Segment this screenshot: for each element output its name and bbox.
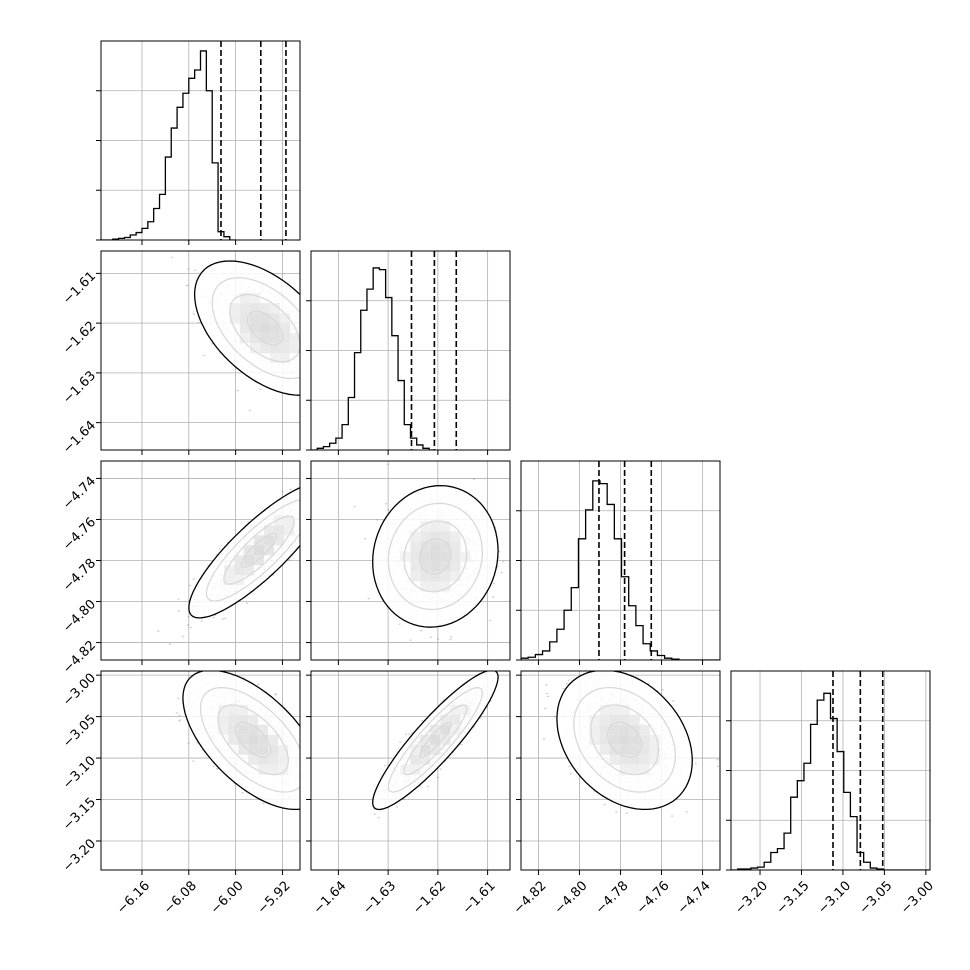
axes-frame xyxy=(100,250,301,451)
y-tick-label: −1.64 xyxy=(60,418,99,457)
x-tick-label: −6.00 xyxy=(208,878,247,917)
scatter-panel-p0-p2 xyxy=(101,461,300,660)
x-tick-label: −6.08 xyxy=(161,878,200,917)
x-tick-label: −4.76 xyxy=(634,878,673,917)
contour-line xyxy=(182,671,300,811)
x-tick-label: −4.80 xyxy=(552,878,591,917)
y-tick-label: −4.74 xyxy=(60,474,99,513)
x-tick-label: −5.92 xyxy=(255,878,294,917)
x-tick-label: −3.20 xyxy=(732,878,771,917)
hist-panel-p3 xyxy=(731,671,930,870)
x-tick-label: −4.82 xyxy=(511,878,550,917)
contour-line xyxy=(372,671,499,811)
contour-line xyxy=(372,484,499,628)
hist-panel-p0 xyxy=(101,41,300,240)
scatter-panel-p0-p1 xyxy=(101,251,300,450)
histogram-step xyxy=(521,480,720,660)
x-tick-label: −6.16 xyxy=(114,878,153,917)
y-tick-label: −1.61 xyxy=(60,269,99,308)
x-tick-label: −1.64 xyxy=(311,878,350,917)
histogram-step xyxy=(731,692,930,870)
x-tick-label: −1.62 xyxy=(410,878,449,917)
y-tick-label: −1.62 xyxy=(60,319,99,358)
contour-line xyxy=(556,671,693,811)
x-tick-label: −3.05 xyxy=(857,878,896,917)
axes-frame xyxy=(100,670,301,871)
scatter-panel-p0-p3 xyxy=(101,671,300,870)
scatter-panel-p1-p3 xyxy=(311,671,510,870)
contour-line xyxy=(188,486,300,619)
scatter-panel-p2-p3 xyxy=(521,671,720,870)
y-tick-label: −4.76 xyxy=(60,515,99,554)
y-tick-label: −4.80 xyxy=(60,597,99,636)
x-tick-label: −3.00 xyxy=(898,878,937,917)
histogram-step xyxy=(101,50,236,240)
y-tick-label: −4.82 xyxy=(60,638,99,677)
contour-line xyxy=(193,260,300,396)
x-tick-label: −3.10 xyxy=(815,878,854,917)
y-tick-label: −3.05 xyxy=(60,712,99,751)
scatter-panel-p1-p2 xyxy=(311,461,510,660)
x-tick-label: −4.78 xyxy=(593,878,632,917)
x-tick-label: −3.15 xyxy=(774,878,813,917)
y-tick-label: −3.00 xyxy=(60,671,99,710)
histogram-step xyxy=(311,267,436,450)
y-tick-label: −3.20 xyxy=(60,836,99,875)
x-tick-label: −1.61 xyxy=(460,878,499,917)
x-tick-label: −1.63 xyxy=(360,878,399,917)
hist-panel-p1 xyxy=(311,251,510,450)
x-tick-label: −4.74 xyxy=(675,878,714,917)
y-tick-label: −4.78 xyxy=(60,556,99,595)
axes-frame xyxy=(310,670,511,871)
hist-panel-p2 xyxy=(521,461,720,660)
y-tick-label: −1.63 xyxy=(60,368,99,407)
y-tick-label: −3.10 xyxy=(60,754,99,793)
y-tick-label: −3.15 xyxy=(60,795,99,834)
